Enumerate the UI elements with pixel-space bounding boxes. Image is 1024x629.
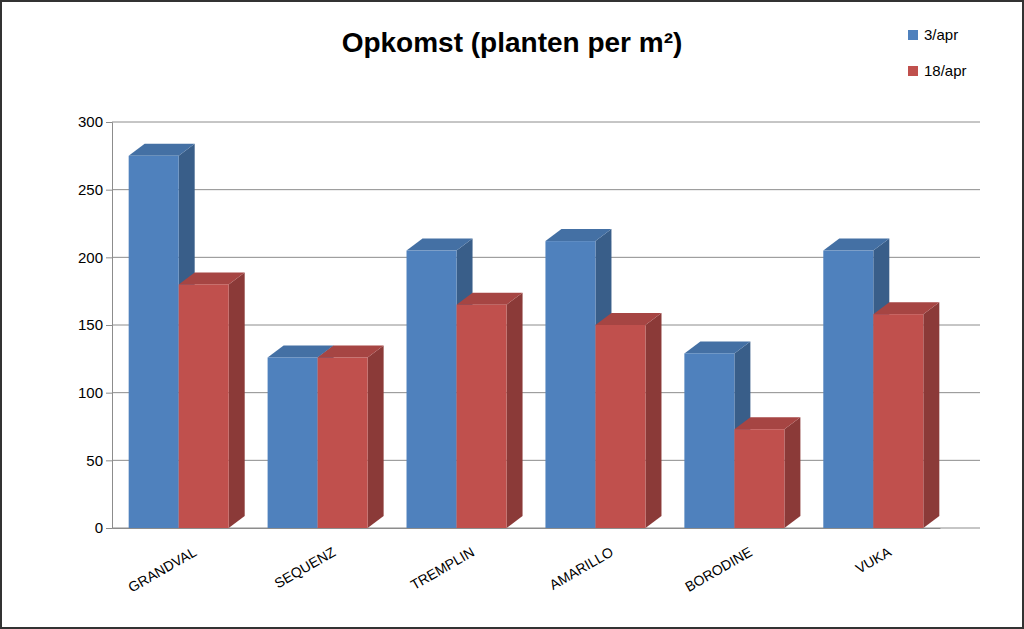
y-tick: 150 [78, 316, 112, 333]
title: Opkomst (planten per m²) [342, 27, 683, 58]
bar [407, 251, 457, 528]
bar-group [457, 293, 523, 528]
legend-item: 3/apr [908, 26, 958, 43]
bar-group [179, 272, 245, 528]
bar-top [595, 313, 661, 325]
y-tick-label: 300 [78, 113, 103, 130]
bar [545, 241, 595, 528]
bar-top [734, 417, 800, 429]
bar [318, 357, 368, 528]
y-tick-label: 100 [78, 384, 103, 401]
grid [112, 122, 980, 528]
y-tick-label: 50 [86, 452, 103, 469]
y-tick-mark [106, 257, 112, 258]
bar-top [179, 272, 245, 284]
y-tick-mark [106, 325, 112, 326]
bar [734, 429, 784, 528]
x-tick: SEQUENZ [271, 528, 338, 591]
y-tick: 0 [95, 519, 112, 536]
chart: 0 50 100 150 200 250 300 GRANDVAL SEQUENZ TREMPLI… [0, 0, 1024, 629]
bar [457, 305, 507, 528]
y-tick: 200 [78, 249, 112, 266]
y-tick-label: 150 [78, 316, 103, 333]
bar-top [318, 345, 384, 357]
bar-side [507, 293, 523, 528]
y-tick: 50 [86, 452, 112, 469]
bar [179, 284, 229, 528]
x-tick: AMARILLO [547, 528, 616, 593]
x-tick-label: AMARILLO [547, 544, 616, 593]
y-tick-label: 200 [78, 249, 103, 266]
bar [268, 357, 318, 528]
bar-top [129, 144, 195, 156]
bar-side [923, 302, 939, 528]
x-tick: VUKA [853, 528, 895, 577]
bar [129, 156, 179, 528]
legend: 3/apr 18/apr [908, 26, 967, 79]
legend-swatch [908, 66, 918, 76]
bar-top [457, 293, 523, 305]
x-axis-line [113, 528, 941, 529]
x-tick-label: BORODINE [682, 544, 755, 595]
bar-group [873, 302, 939, 528]
y-tick: 250 [78, 181, 112, 198]
y-tick-mark [106, 528, 112, 529]
bar-group [595, 313, 661, 528]
bar [684, 353, 734, 528]
x-tick: TREMPLIN [408, 528, 477, 593]
y-axis: 0 50 100 150 200 250 300 [78, 113, 113, 536]
legend-item: 18/apr [908, 62, 967, 79]
y-tick-mark [106, 190, 112, 191]
y-axis-line [106, 123, 113, 529]
y-tick-mark [106, 122, 112, 123]
bar-side [645, 313, 661, 528]
y-tick-mark [106, 393, 112, 394]
bar-group [734, 417, 800, 528]
bar-side [368, 345, 384, 528]
bar [873, 314, 923, 528]
legend-label: 3/apr [924, 26, 958, 43]
bar-top [684, 341, 750, 353]
x-axis: GRANDVAL SEQUENZ TREMPLIN AMARILLO BORODINE V… [113, 528, 941, 595]
x-tick-label: GRANDVAL [125, 543, 199, 595]
x-tick-label: SEQUENZ [271, 543, 338, 591]
bar [595, 325, 645, 528]
x-tick-label: VUKA [853, 543, 895, 576]
chart-frame [1, 1, 1023, 628]
bar-side [229, 272, 245, 528]
legend-swatch [908, 30, 918, 40]
x-tick: GRANDVAL [125, 528, 199, 595]
x-tick: BORODINE [682, 528, 755, 595]
bar-top [823, 239, 889, 251]
grid-line [112, 122, 980, 123]
y-tick-mark [106, 460, 112, 461]
y-tick-label: 250 [78, 181, 103, 198]
bar [823, 251, 873, 528]
bar-group [318, 345, 384, 528]
bar-top [407, 239, 473, 251]
y-tick: 300 [78, 113, 112, 130]
legend-label: 18/apr [924, 62, 967, 79]
y-tick: 100 [78, 384, 112, 401]
grid-line [112, 189, 980, 190]
bar-side [784, 417, 800, 528]
y-tick-label: 0 [95, 519, 103, 536]
bar-top [873, 302, 939, 314]
bar-top [545, 229, 611, 241]
plot-area [129, 144, 940, 528]
x-tick-label: TREMPLIN [408, 544, 477, 593]
